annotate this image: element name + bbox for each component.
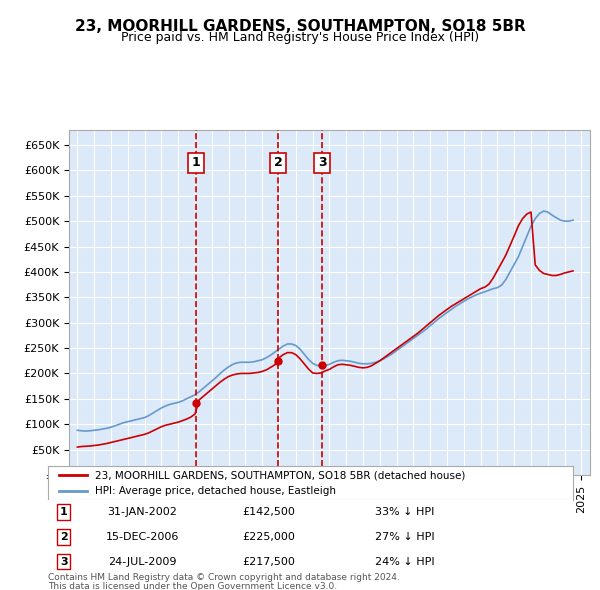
- Text: 1: 1: [192, 156, 201, 169]
- Text: 15-DEC-2006: 15-DEC-2006: [106, 532, 179, 542]
- Text: This data is licensed under the Open Government Licence v3.0.: This data is licensed under the Open Gov…: [48, 582, 337, 590]
- Text: 31-JAN-2002: 31-JAN-2002: [107, 507, 178, 517]
- Text: 2: 2: [274, 156, 283, 169]
- Text: 3: 3: [60, 557, 68, 566]
- Text: 27% ↓ HPI: 27% ↓ HPI: [375, 532, 435, 542]
- Text: 24% ↓ HPI: 24% ↓ HPI: [375, 557, 435, 566]
- Text: £217,500: £217,500: [242, 557, 295, 566]
- Text: 2: 2: [60, 532, 68, 542]
- Text: Price paid vs. HM Land Registry's House Price Index (HPI): Price paid vs. HM Land Registry's House …: [121, 31, 479, 44]
- Text: 23, MOORHILL GARDENS, SOUTHAMPTON, SO18 5BR (detached house): 23, MOORHILL GARDENS, SOUTHAMPTON, SO18 …: [95, 470, 466, 480]
- Text: £225,000: £225,000: [242, 532, 295, 542]
- Text: Contains HM Land Registry data © Crown copyright and database right 2024.: Contains HM Land Registry data © Crown c…: [48, 573, 400, 582]
- Text: 33% ↓ HPI: 33% ↓ HPI: [376, 507, 434, 517]
- Text: 3: 3: [317, 156, 326, 169]
- Text: £142,500: £142,500: [242, 507, 295, 517]
- Text: 23, MOORHILL GARDENS, SOUTHAMPTON, SO18 5BR: 23, MOORHILL GARDENS, SOUTHAMPTON, SO18 …: [74, 19, 526, 34]
- Text: HPI: Average price, detached house, Eastleigh: HPI: Average price, detached house, East…: [95, 486, 336, 496]
- Text: 24-JUL-2009: 24-JUL-2009: [108, 557, 177, 566]
- Text: 1: 1: [60, 507, 68, 517]
